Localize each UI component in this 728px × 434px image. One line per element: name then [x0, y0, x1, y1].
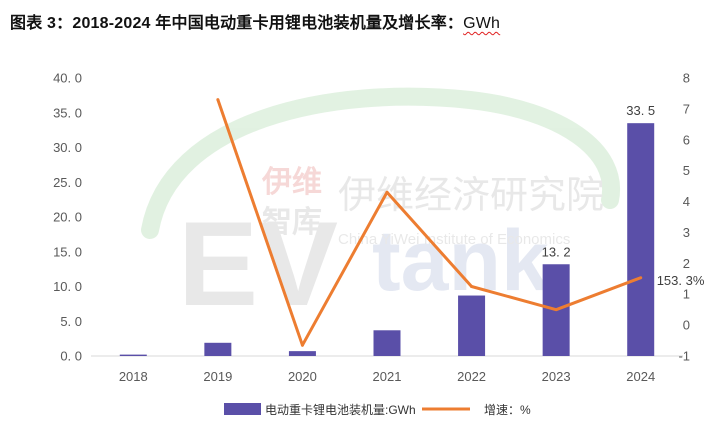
bar — [204, 342, 232, 356]
legend: 电动重卡锂电池装机量:GWh 增速：% — [224, 402, 531, 417]
left-axis-tick-label: 5. 0 — [60, 314, 82, 329]
chart-title-unit: GWh — [463, 15, 501, 32]
x-axis-tick-label: 2022 — [457, 369, 486, 384]
watermark: EV tank 伊维 智库 伊维经济研究院 China YiWei Instit… — [141, 87, 621, 331]
growth-point — [300, 343, 304, 347]
growth-line — [216, 99, 642, 347]
bar — [288, 351, 316, 356]
left-axis-tick-label: 15. 0 — [53, 244, 82, 259]
left-axis: 0. 0 5. 0 10. 0 15. 0 20. 0 25. 0 30. 0 35. 0 40… — [53, 71, 82, 364]
legend-bar-label: 电动重卡锂电池装机量:GWh — [265, 402, 416, 417]
bar-data-label: 33. 5 — [626, 103, 655, 118]
right-axis-tick-label: 5 — [683, 163, 690, 178]
x-axis-tick-label: 2019 — [203, 369, 232, 384]
watermark-en-institute: China YiWei Institute of Economics — [338, 231, 570, 248]
x-axis-tick-label: 2021 — [373, 369, 402, 384]
right-axis-tick-label: 2 — [683, 256, 690, 271]
right-axis-tick-label: 8 — [683, 71, 690, 86]
bar — [119, 354, 147, 356]
bar-series — [119, 123, 655, 356]
left-axis-tick-label: 40. 0 — [53, 71, 82, 86]
watermark-cn-brand-1: 伊维 — [261, 166, 322, 199]
left-axis-tick-label: 35. 0 — [53, 105, 82, 120]
right-axis-tick-label: 3 — [683, 225, 690, 240]
right-axis-tick-label: 0 — [683, 318, 690, 333]
legend-bar-swatch — [224, 403, 261, 415]
left-axis-tick-label: 25. 0 — [53, 175, 82, 190]
x-axis-tick-label: 2023 — [542, 369, 571, 384]
bar — [627, 123, 655, 356]
data-labels: 13. 2 33. 5 153. 3% — [542, 103, 705, 288]
watermark-tank: tank — [372, 213, 549, 309]
right-axis-tick-label: -1 — [678, 349, 690, 364]
bar — [458, 295, 486, 356]
growth-point — [216, 98, 220, 102]
chart-title: 图表 3：2018-2024 年中国电动重卡用锂电池装机量及增长率：GWh — [10, 9, 500, 33]
x-axis-tick-label: 2020 — [288, 369, 317, 384]
bar-data-label: 13. 2 — [542, 244, 571, 259]
watermark-arc — [141, 87, 621, 239]
growth-point — [639, 276, 643, 280]
left-axis-tick-label: 0. 0 — [60, 349, 82, 364]
x-axis: 2018 2019 2020 2021 2022 2023 2024 — [91, 355, 683, 384]
x-axis-tick-label: 2024 — [626, 369, 655, 384]
right-axis: -1 0 1 2 3 4 5 6 7 8 — [678, 71, 690, 364]
watermark-cn-institute: 伊维经济研究院 — [338, 175, 604, 217]
left-axis-tick-label: 10. 0 — [53, 279, 82, 294]
left-axis-tick-label: 20. 0 — [53, 210, 82, 225]
growth-point — [470, 285, 474, 288]
right-axis-tick-label: 6 — [683, 132, 690, 147]
right-axis-tick-label: 7 — [683, 101, 690, 116]
line-series — [216, 98, 643, 347]
watermark-cn-brand-2: 智库 — [262, 206, 322, 239]
growth-point — [554, 308, 558, 312]
bar — [373, 330, 401, 356]
left-axis-tick-label: 30. 0 — [53, 140, 82, 155]
x-axis-tick-label: 2018 — [119, 369, 148, 384]
legend-line-label: 增速：% — [484, 403, 531, 417]
right-axis-tick-label: 1 — [683, 287, 690, 302]
growth-point — [385, 190, 389, 194]
chart-title-text: 图表 3：2018-2024 年中国电动重卡用锂电池装机量及增长率： — [10, 15, 464, 32]
line-data-label: 153. 3% — [657, 273, 705, 288]
right-axis-tick-label: 4 — [683, 194, 690, 209]
